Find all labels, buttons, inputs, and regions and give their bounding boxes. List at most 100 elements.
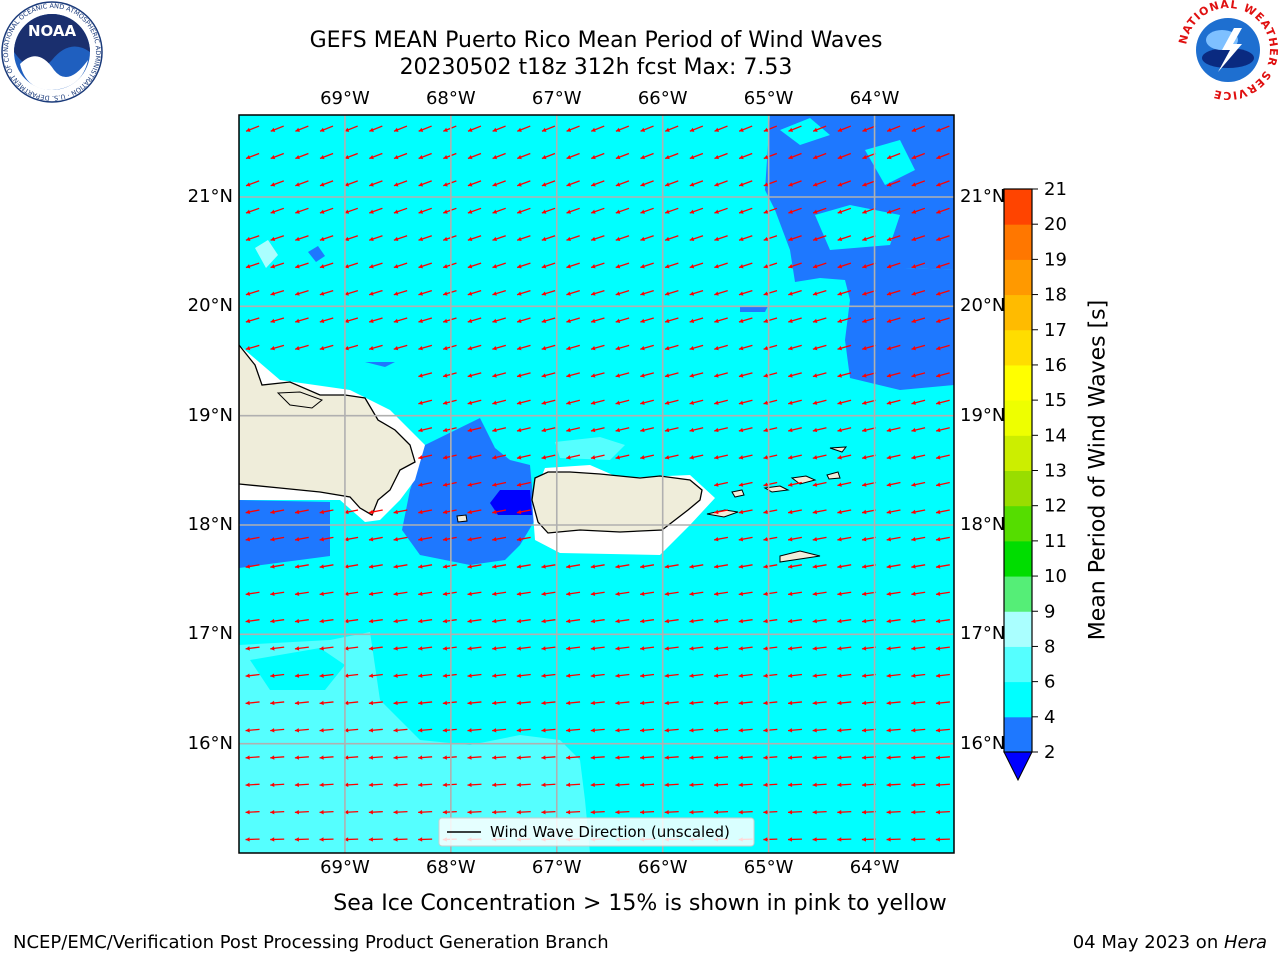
wind-arrow-icon xyxy=(418,372,433,378)
wind-arrow-icon xyxy=(492,591,507,596)
wind-arrow-icon xyxy=(319,673,334,678)
wind-arrow-icon xyxy=(664,782,679,788)
colorbar: 2 4 6 8 9 10 11 12 13 14 15 16 17 18 19 20 21 xyxy=(1003,179,1067,782)
wind-arrow-icon xyxy=(812,564,827,569)
wind-arrow-icon xyxy=(590,427,605,433)
wind-arrow-icon xyxy=(861,673,876,678)
wind-arrow-icon xyxy=(689,262,704,269)
lon-tick-bottom-5: 64°W xyxy=(849,857,900,878)
wind-arrow-icon xyxy=(541,399,556,405)
wind-arrow-icon xyxy=(689,454,704,460)
wind-arrow-icon xyxy=(763,700,778,706)
wind-arrow-icon xyxy=(763,235,778,242)
wind-arrow-icon xyxy=(541,782,556,788)
wind-arrow-icon xyxy=(516,481,531,487)
wind-arrow-icon xyxy=(590,782,605,788)
wind-arrow-icon xyxy=(270,673,285,678)
wind-arrow-icon xyxy=(270,317,285,323)
wind-arrow-icon xyxy=(467,180,482,187)
wind-arrow-icon xyxy=(467,454,482,460)
wind-arrow-icon xyxy=(861,509,876,515)
wind-arrow-icon xyxy=(443,125,457,132)
wind-arrow-icon xyxy=(418,207,432,214)
wind-arrow-icon xyxy=(936,152,950,160)
wind-arrow-icon xyxy=(566,809,581,815)
map-subtitle: 20230502 t18z 312h fcst Max: 7.53 xyxy=(399,55,793,80)
wind-arrow-icon xyxy=(418,481,433,487)
wind-arrow-icon xyxy=(566,262,580,269)
wind-arrow-icon xyxy=(443,180,457,187)
wind-arrow-icon xyxy=(615,454,630,460)
wind-arrow-icon xyxy=(245,344,260,351)
wind-arrow-icon xyxy=(344,180,358,187)
wind-arrow-icon xyxy=(541,728,556,733)
wind-arrow-icon xyxy=(615,372,630,378)
wind-arrow-icon xyxy=(566,180,580,187)
wind-arrow-icon xyxy=(788,125,802,132)
wind-arrow-icon xyxy=(368,509,383,515)
wind-arrow-icon xyxy=(664,673,679,678)
wind-arrow-icon xyxy=(294,536,309,542)
wind-arrow-icon xyxy=(664,180,679,187)
wind-arrow-icon xyxy=(664,755,679,760)
wind-arrow-icon xyxy=(886,564,901,569)
wind-arrow-icon xyxy=(541,618,556,624)
wind-arrow-icon xyxy=(615,344,630,351)
wind-arrow-icon xyxy=(714,180,728,187)
wind-arrow-icon xyxy=(788,262,802,269)
wind-arrow-icon xyxy=(344,125,358,132)
period-zone-4-6-patch xyxy=(815,205,900,250)
wind-arrow-icon xyxy=(245,809,260,815)
wind-arrow-icon xyxy=(763,262,778,269)
wind-arrow-icon xyxy=(541,125,556,132)
wind-arrow-icon xyxy=(516,809,531,815)
wind-arrow-icon xyxy=(393,536,408,542)
wind-arrow-field xyxy=(245,125,950,842)
wind-arrow-icon xyxy=(812,809,827,815)
wind-arrow-icon xyxy=(763,837,778,842)
wind-arrow-icon xyxy=(763,509,778,515)
wind-arrow-icon xyxy=(935,837,950,842)
wind-arrow-icon xyxy=(245,646,260,651)
wind-arrow-icon xyxy=(590,317,605,323)
wind-arrow-icon xyxy=(418,454,433,460)
wind-arrow-icon xyxy=(418,180,432,187)
wind-arrow-icon xyxy=(492,180,506,187)
wind-arrow-icon xyxy=(886,481,901,487)
wind-arrow-icon xyxy=(862,180,876,187)
wind-arrow-icon xyxy=(368,344,383,351)
lon-tick-bottom-1: 68°W xyxy=(425,857,476,878)
wind-arrow-icon xyxy=(442,755,457,760)
wind-arrow-icon xyxy=(245,152,260,160)
wind-arrow-icon xyxy=(763,344,778,351)
wind-arrow-icon xyxy=(689,673,704,678)
wind-arrow-icon xyxy=(344,809,359,815)
wind-arrow-icon xyxy=(615,673,630,678)
wind-arrow-icon xyxy=(664,700,679,706)
wind-arrow-icon xyxy=(516,372,531,378)
wind-arrow-icon xyxy=(763,289,778,296)
wind-arrow-icon xyxy=(590,673,605,678)
footer-host: Hera xyxy=(1223,932,1267,953)
wind-arrow-icon xyxy=(590,235,605,242)
wind-arrow-icon xyxy=(837,809,852,815)
period-zone-4-6-patch xyxy=(780,118,830,145)
wind-arrow-icon xyxy=(886,152,901,160)
wind-arrow-icon xyxy=(640,317,654,323)
wind-arrow-icon xyxy=(566,207,580,214)
wind-arrow-icon xyxy=(590,180,605,187)
wind-arrow-icon xyxy=(812,427,827,433)
wind-arrow-icon xyxy=(714,317,728,323)
wind-arrow-icon xyxy=(270,809,285,815)
wind-arrow-icon xyxy=(640,646,655,651)
wind-arrow-icon xyxy=(344,152,358,160)
wind-arrow-icon xyxy=(245,673,260,678)
wind-arrow-icon xyxy=(590,125,605,132)
wind-arrow-icon xyxy=(911,262,926,269)
wind-arrow-icon xyxy=(566,618,581,624)
map-title: GEFS MEAN Puerto Rico Mean Period of Win… xyxy=(309,28,883,53)
wind-arrow-icon xyxy=(516,235,531,242)
wind-arrow-icon xyxy=(369,152,383,160)
colorbar-label: Mean Period of Wind Waves [s] xyxy=(1085,299,1111,641)
wind-arrow-icon xyxy=(393,344,408,351)
